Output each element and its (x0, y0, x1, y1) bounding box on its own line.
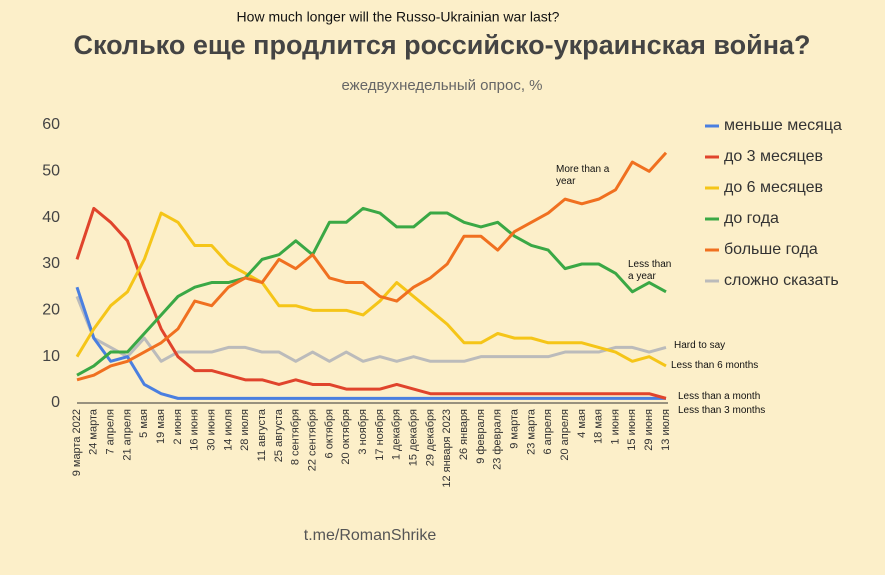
x-tick-label: 25 августа (273, 408, 285, 462)
x-tick-label: 30 июня (206, 409, 218, 451)
x-tick-label: 23 марта (525, 408, 537, 455)
y-tick-label: 10 (42, 348, 60, 365)
x-tick-label: 9 февраля (475, 409, 487, 464)
series-line (75, 286, 666, 400)
legend-label: меньше месяца (724, 117, 842, 134)
x-tick-label: 18 мая (593, 409, 605, 444)
x-tick-label: 9 марта (508, 408, 520, 449)
y-tick-label: 40 (42, 209, 60, 226)
chart-title: Сколько еще продлится российско-украинск… (73, 30, 810, 60)
series-line (75, 211, 667, 368)
series-line (75, 206, 667, 400)
x-tick-label: 17 ноября (374, 409, 386, 461)
x-tick-label: 24 марта (88, 408, 100, 455)
x-tick-label: 1 июня (609, 409, 621, 445)
x-tick-label: 23 февраля (492, 409, 504, 470)
x-tick-label: 4 мая (576, 409, 588, 438)
x-tick-label: 1 декабря (391, 409, 403, 460)
y-tick-label: 0 (51, 394, 60, 411)
legend-label: до 6 месяцев (724, 179, 823, 196)
series-line (76, 151, 668, 382)
subtitle: ежедвухнедельный опрос, % (341, 77, 542, 94)
top-title: How much longer will the Russo-Ukrainian… (237, 9, 560, 25)
x-tick-label: 22 сентября (307, 409, 319, 471)
series-line (76, 206, 667, 377)
x-tick-label: 7 апреля (105, 409, 117, 455)
x-tick-label: 20 октября (340, 409, 352, 465)
x-tick-label: 26 января (458, 409, 470, 460)
annotation: Less than 6 months (671, 360, 759, 371)
x-tick-label: 13 июля (660, 409, 672, 451)
source: t.me/RomanShrike (304, 527, 437, 544)
y-tick-label: 30 (42, 255, 60, 272)
annotation: Less than a year (628, 259, 672, 282)
x-tick-label: 19 мая (155, 409, 167, 444)
x-tick-label: 2 июня (172, 409, 184, 445)
annotation: Hard to say (674, 340, 726, 351)
legend-label: до года (724, 210, 779, 227)
legend-label: сложно сказать (724, 272, 839, 289)
x-tick-label: 20 апреля (559, 409, 571, 461)
y-tick-label: 60 (42, 116, 60, 133)
x-tick-label: 3 ноября (357, 409, 369, 455)
x-tick-label: 5 мая (138, 409, 150, 438)
legend-label: до 3 месяцев (724, 148, 823, 165)
x-tick-label: 14 июля (222, 409, 234, 451)
x-tick-label: 8 сентября (290, 409, 302, 465)
annotation: Less than 3 months (678, 405, 766, 416)
x-tick-label: 15 декабря (407, 409, 419, 466)
x-tick-label: 12 января 2023 (441, 409, 453, 488)
legend-label: больше года (724, 241, 818, 258)
y-tick-label: 20 (42, 302, 60, 319)
y-tick-label: 50 (42, 163, 60, 180)
x-tick-label: 6 апреля (542, 409, 554, 455)
x-tick-label: 29 декабря (424, 409, 436, 466)
x-tick-label: 9 марта 2022 (71, 409, 83, 476)
annotation: Less than a month (678, 391, 761, 402)
x-tick-label: 29 июня (643, 409, 655, 451)
annotation: More than a year (556, 164, 610, 187)
x-tick-label: 28 июля (239, 409, 251, 451)
x-tick-label: 16 июня (189, 409, 201, 451)
x-tick-label: 15 июня (626, 409, 638, 451)
x-tick-label: 11 августа (256, 408, 268, 461)
x-tick-label: 21 апреля (121, 409, 133, 461)
x-tick-label: 6 октября (323, 409, 335, 459)
